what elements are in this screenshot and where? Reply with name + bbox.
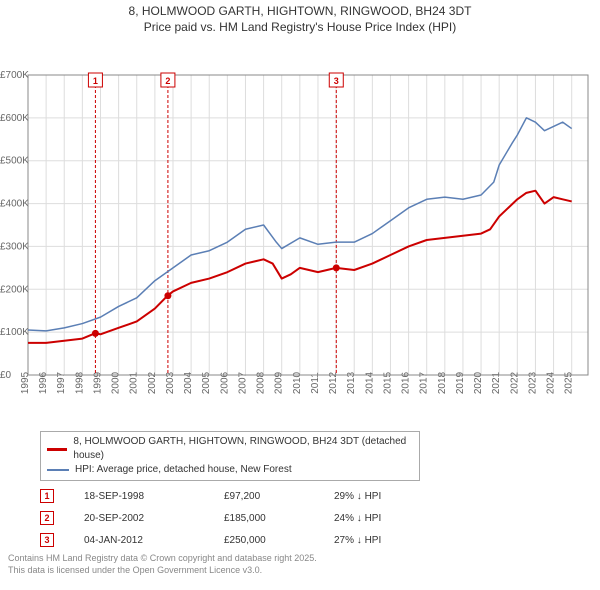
sale-diff-3: 27% ↓ HPI bbox=[334, 535, 434, 546]
y-tick-label: £300K bbox=[0, 242, 29, 253]
sale-marker-1: 1 bbox=[40, 489, 54, 503]
chart-title: 8, HOLMWOOD GARTH, HIGHTOWN, RINGWOOD, B… bbox=[0, 0, 600, 35]
legend-row-hpi: HPI: Average price, detached house, New … bbox=[47, 463, 413, 477]
sale-date-3: 04-JAN-2012 bbox=[84, 535, 194, 546]
sale-marker-num: 3 bbox=[334, 76, 339, 86]
sale-price-3: £250,000 bbox=[224, 535, 304, 546]
chart-svg: £0£100K£200K£300K£400K£500K£600K£700K199… bbox=[0, 35, 600, 425]
legend-label-property: 8, HOLMWOOD GARTH, HIGHTOWN, RINGWOOD, B… bbox=[73, 435, 413, 463]
y-tick-label: £700K bbox=[0, 70, 29, 81]
footer-line1: Contains HM Land Registry data © Crown c… bbox=[8, 553, 590, 565]
sales-row-1: 1 18-SEP-1998 £97,200 29% ↓ HPI bbox=[40, 485, 590, 507]
footer-note: Contains HM Land Registry data © Crown c… bbox=[8, 553, 590, 576]
sale-price-2: £185,000 bbox=[224, 513, 304, 524]
legend-swatch-hpi bbox=[47, 469, 69, 471]
y-tick-label: £600K bbox=[0, 113, 29, 124]
chart-area: £0£100K£200K£300K£400K£500K£600K£700K199… bbox=[0, 35, 600, 425]
sale-date-1: 18-SEP-1998 bbox=[84, 491, 194, 502]
y-tick-label: £0 bbox=[0, 370, 12, 381]
legend-swatch-property bbox=[47, 448, 67, 451]
sale-diff-2: 24% ↓ HPI bbox=[334, 513, 434, 524]
sales-table: 1 18-SEP-1998 £97,200 29% ↓ HPI 2 20-SEP… bbox=[40, 485, 590, 551]
sale-date-2: 20-SEP-2002 bbox=[84, 513, 194, 524]
y-tick-label: £100K bbox=[0, 327, 29, 338]
legend-row-property: 8, HOLMWOOD GARTH, HIGHTOWN, RINGWOOD, B… bbox=[47, 435, 413, 463]
title-line1: 8, HOLMWOOD GARTH, HIGHTOWN, RINGWOOD, B… bbox=[0, 4, 600, 20]
sales-row-2: 2 20-SEP-2002 £185,000 24% ↓ HPI bbox=[40, 507, 590, 529]
sales-row-3: 3 04-JAN-2012 £250,000 27% ↓ HPI bbox=[40, 529, 590, 551]
sale-marker-3: 3 bbox=[40, 533, 54, 547]
sale-diff-1: 29% ↓ HPI bbox=[334, 491, 434, 502]
footer-line2: This data is licensed under the Open Gov… bbox=[8, 565, 590, 577]
legend-label-hpi: HPI: Average price, detached house, New … bbox=[75, 463, 292, 477]
legend: 8, HOLMWOOD GARTH, HIGHTOWN, RINGWOOD, B… bbox=[40, 431, 420, 481]
y-tick-label: £400K bbox=[0, 199, 29, 210]
title-line2: Price paid vs. HM Land Registry's House … bbox=[0, 20, 600, 36]
sale-price-1: £97,200 bbox=[224, 491, 304, 502]
y-tick-label: £200K bbox=[0, 284, 29, 295]
sale-marker-2: 2 bbox=[40, 511, 54, 525]
sale-marker-num: 1 bbox=[93, 76, 98, 86]
sale-marker-num: 2 bbox=[165, 76, 170, 86]
y-tick-label: £500K bbox=[0, 156, 29, 167]
